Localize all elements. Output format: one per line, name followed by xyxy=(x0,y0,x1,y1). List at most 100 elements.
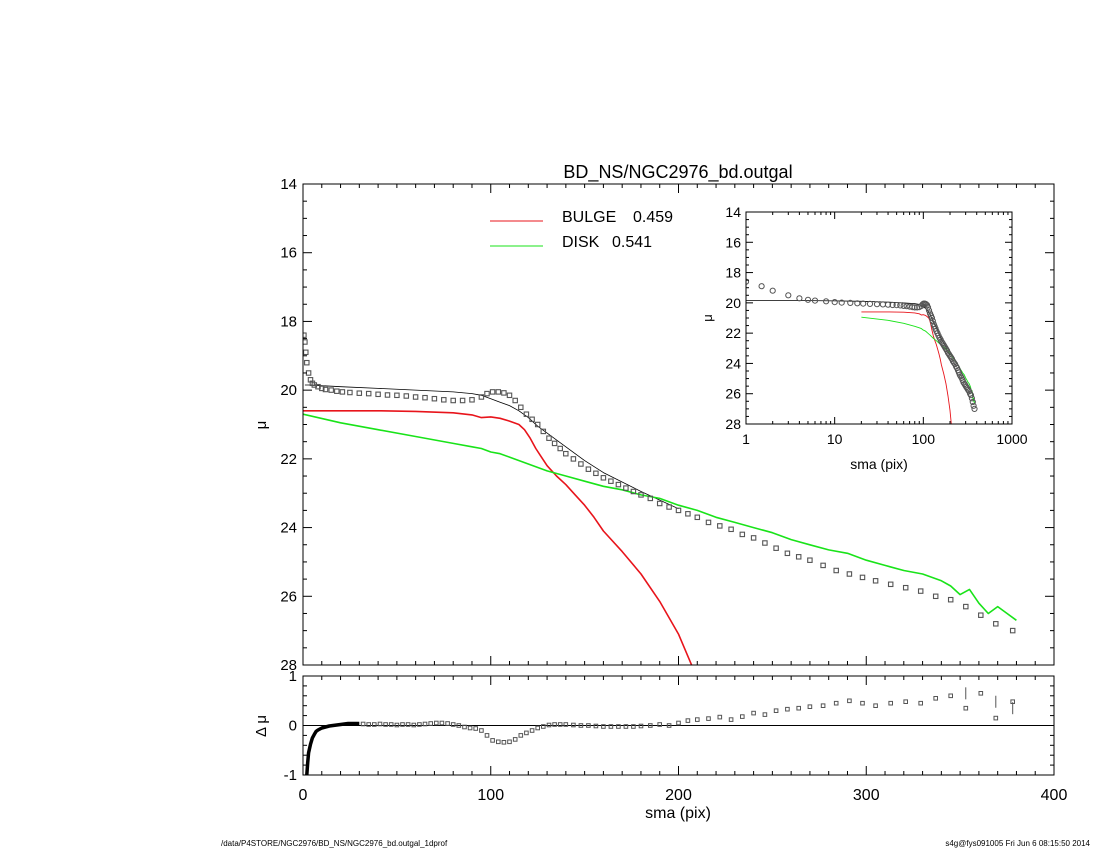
residual-point xyxy=(785,706,790,712)
inset-x-tick-label: 1000 xyxy=(996,431,1027,447)
residual-x-tick-label: 100 xyxy=(477,787,504,804)
inset-bulge-model-line xyxy=(861,311,952,424)
residual-point xyxy=(439,720,445,726)
residual-point xyxy=(728,717,734,722)
main-plot-panel: 14 16 18 20 22 24 26 28 μ xyxy=(253,176,1055,674)
residual-point xyxy=(563,722,569,727)
main-y-tick-label: 18 xyxy=(280,313,297,330)
inset-plot-panel: 14 16 18 20 22 24 26 281 10 100 1000 sma (pix) μ xyxy=(700,204,1028,472)
disk-model-line xyxy=(303,413,1017,621)
observed-point xyxy=(963,603,969,610)
inset-observed-point xyxy=(889,301,896,309)
main-y-tick-label: 22 xyxy=(280,451,297,468)
inset-observed-point xyxy=(970,402,977,409)
observed-point xyxy=(304,359,310,366)
residual-point xyxy=(586,723,591,728)
residual-point xyxy=(546,722,552,728)
observed-point xyxy=(557,445,563,452)
observed-point xyxy=(578,461,584,467)
observed-point xyxy=(593,470,599,477)
residual-point xyxy=(717,714,723,720)
observed-point xyxy=(540,428,547,435)
residual-point xyxy=(623,724,629,729)
residual-point xyxy=(706,716,711,721)
observed-point xyxy=(630,488,637,495)
observed-point xyxy=(947,596,954,603)
inset-y-tick-label: 24 xyxy=(725,355,741,371)
observed-point xyxy=(833,567,839,574)
observed-point xyxy=(328,387,334,393)
residual-point xyxy=(873,703,878,709)
observed-point xyxy=(1009,627,1016,634)
residual-point xyxy=(417,722,422,727)
inset-y-tick-label: 18 xyxy=(725,265,741,281)
residual-point xyxy=(383,722,388,727)
observed-point xyxy=(750,535,757,541)
inset-observed-point xyxy=(823,298,830,305)
observed-point xyxy=(534,421,541,428)
residual-point xyxy=(751,710,756,716)
observed-point xyxy=(303,349,309,356)
main-y-tick-label: 28 xyxy=(280,657,297,674)
observed-point xyxy=(600,475,607,481)
residual-point xyxy=(479,728,484,733)
observed-point xyxy=(459,397,466,404)
inset-observed-point xyxy=(847,299,854,306)
residual-point xyxy=(501,740,507,745)
inset-observed-point xyxy=(925,307,933,314)
observed-point xyxy=(495,389,502,395)
observed-point xyxy=(846,571,853,577)
residual-x-tick-label: 400 xyxy=(1041,787,1068,804)
residual-point xyxy=(616,724,621,729)
observed-point xyxy=(512,397,518,404)
observed-point xyxy=(608,478,614,484)
observed-point xyxy=(334,388,340,394)
residual-point xyxy=(666,723,672,728)
observed-point xyxy=(422,394,428,401)
residual-point xyxy=(467,725,473,731)
inset-observed-point xyxy=(866,300,874,307)
residual-point xyxy=(638,723,644,729)
observed-point xyxy=(902,584,909,591)
observed-point xyxy=(518,404,524,411)
residual-point xyxy=(807,704,813,710)
residual-point xyxy=(695,717,700,722)
residual-point xyxy=(593,723,599,729)
legend-bulge-label: BULGE xyxy=(562,209,616,226)
observed-point xyxy=(441,397,447,403)
observed-point xyxy=(412,394,419,400)
inset-observed-point xyxy=(893,302,900,309)
observed-point xyxy=(478,394,485,400)
inset-y-tick-label: 14 xyxy=(725,204,741,220)
inset-observed-point xyxy=(838,299,845,306)
inset-y-tick-label: 22 xyxy=(725,325,741,341)
residual-point xyxy=(490,738,495,743)
observed-point xyxy=(795,554,802,560)
observed-point xyxy=(546,435,552,441)
observed-point xyxy=(322,386,329,393)
residual-x-axis-label: sma (pix) xyxy=(645,805,711,822)
residual-point xyxy=(847,698,852,704)
legend: BULGE 0.459 DISK 0.541 xyxy=(490,209,673,251)
inset-observed-point xyxy=(924,304,932,311)
residual-point xyxy=(685,718,691,723)
observed-point xyxy=(365,390,372,397)
inset-y-tick-label: 16 xyxy=(725,234,741,250)
residual-point xyxy=(833,700,839,706)
residual-point xyxy=(535,725,541,731)
residual-y-tick-label: 1 xyxy=(289,668,297,685)
observed-point xyxy=(978,612,984,618)
inset-observed-point xyxy=(944,349,952,356)
residual-point xyxy=(445,721,450,726)
residual-point xyxy=(552,722,557,727)
residual-point xyxy=(993,715,999,721)
residual-point xyxy=(903,699,909,705)
chart-title: BD_NS/NGC2976_bd.outgal xyxy=(563,162,792,183)
observed-point xyxy=(623,485,629,491)
residual-point xyxy=(524,730,529,736)
residual-point xyxy=(608,724,614,729)
observed-point xyxy=(484,390,490,397)
inset-x-axis-label: sma (pix) xyxy=(850,456,908,472)
observed-point xyxy=(705,519,712,526)
